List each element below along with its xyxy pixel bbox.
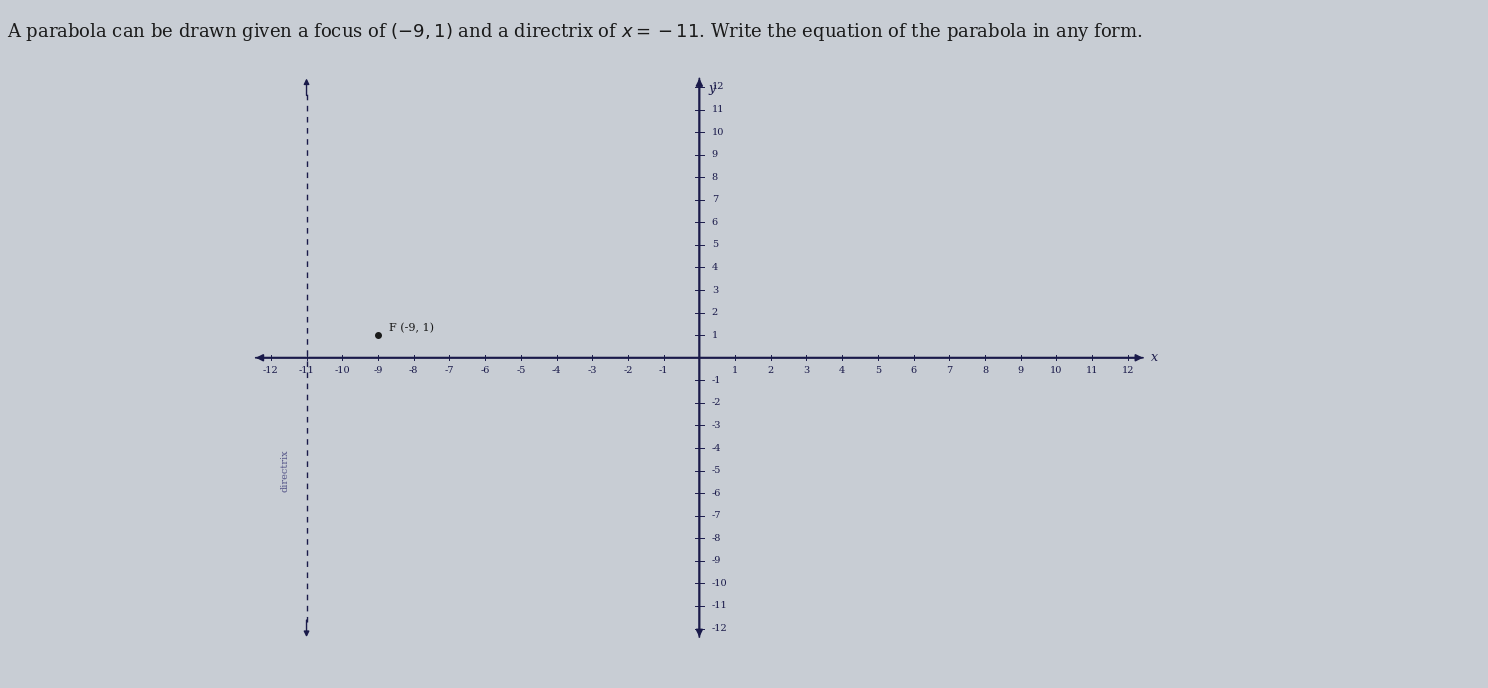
Text: directrix: directrix: [281, 449, 290, 492]
Text: -2: -2: [711, 398, 722, 407]
Text: -3: -3: [711, 421, 722, 430]
Text: -5: -5: [516, 365, 525, 375]
Text: 6: 6: [711, 218, 719, 227]
Text: 7: 7: [711, 195, 719, 204]
Text: -7: -7: [445, 365, 454, 375]
Text: F (-9, 1): F (-9, 1): [388, 323, 433, 333]
Text: -4: -4: [552, 365, 561, 375]
Text: 4: 4: [711, 263, 719, 272]
Text: -8: -8: [711, 534, 722, 543]
Text: -1: -1: [659, 365, 668, 375]
Text: 10: 10: [1051, 365, 1062, 375]
Text: 2: 2: [768, 365, 774, 375]
Text: -11: -11: [711, 601, 728, 610]
Text: -9: -9: [711, 557, 722, 566]
Text: 4: 4: [839, 365, 845, 375]
Text: 10: 10: [711, 127, 725, 137]
Text: x: x: [1152, 352, 1158, 364]
Text: 9: 9: [711, 150, 719, 159]
Text: 8: 8: [982, 365, 988, 375]
Text: -1: -1: [711, 376, 722, 385]
Text: 12: 12: [711, 83, 725, 92]
Text: -11: -11: [299, 365, 314, 375]
Text: -2: -2: [623, 365, 632, 375]
Text: 12: 12: [1122, 365, 1134, 375]
Text: 6: 6: [911, 365, 917, 375]
Text: 9: 9: [1018, 365, 1024, 375]
Text: 11: 11: [711, 105, 725, 114]
Text: -8: -8: [409, 365, 418, 375]
Text: -10: -10: [711, 579, 728, 588]
Text: 8: 8: [711, 173, 719, 182]
Text: 5: 5: [875, 365, 881, 375]
Text: -12: -12: [263, 365, 278, 375]
Text: 5: 5: [711, 240, 719, 250]
Text: -9: -9: [373, 365, 382, 375]
Text: 3: 3: [804, 365, 809, 375]
Text: 1: 1: [732, 365, 738, 375]
Text: 11: 11: [1086, 365, 1098, 375]
Text: -3: -3: [588, 365, 597, 375]
Text: -4: -4: [711, 444, 722, 453]
Text: -5: -5: [711, 466, 722, 475]
Text: 2: 2: [711, 308, 719, 317]
Text: -12: -12: [711, 624, 728, 633]
Text: -6: -6: [481, 365, 490, 375]
Text: -7: -7: [711, 511, 722, 520]
Text: A parabola can be drawn given a focus of $(-9, 1)$ and a directrix of $x = -11$.: A parabola can be drawn given a focus of…: [7, 21, 1143, 43]
Text: 1: 1: [711, 331, 719, 340]
Text: 7: 7: [946, 365, 952, 375]
Text: -10: -10: [335, 365, 350, 375]
Text: -6: -6: [711, 488, 722, 497]
Text: 3: 3: [711, 286, 719, 294]
Text: y: y: [708, 83, 716, 96]
